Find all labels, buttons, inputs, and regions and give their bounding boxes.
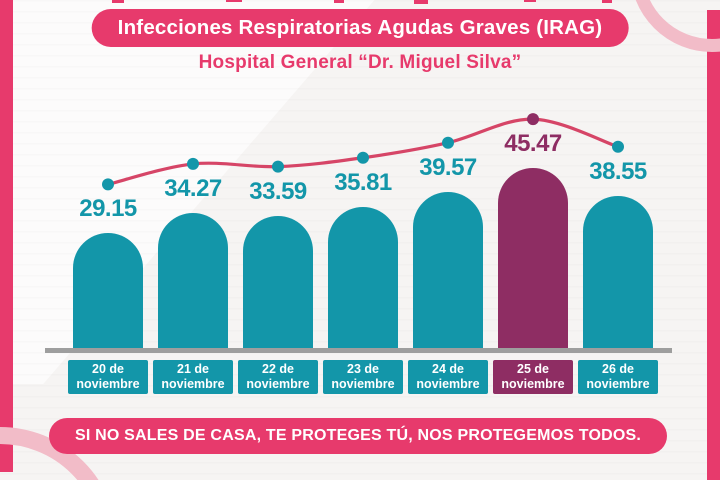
- trend-point-marker: [527, 113, 539, 126]
- chart-bar-23-de: [328, 206, 398, 352]
- tick-day: 20 de: [92, 362, 124, 376]
- tick-month: noviembre: [246, 377, 310, 391]
- bar-value-label: 34.27: [164, 174, 222, 202]
- bar-value-label: 38.55: [589, 157, 647, 185]
- page-subtitle: Hospital General “Dr. Miguel Silva”: [198, 52, 522, 73]
- tick-month: noviembre: [416, 377, 480, 391]
- bar-value-label: 39.57: [419, 153, 477, 181]
- chart-bar-26-de: [583, 195, 653, 352]
- x-axis-tick-label: 23 de noviembre: [323, 360, 403, 394]
- right-edge-bar: [707, 10, 720, 480]
- top-edge-fragment: [602, 0, 612, 3]
- chart-bar-22-de: [243, 215, 313, 352]
- top-edge-fragment: [226, 0, 242, 2]
- page-title: Infecciones Respiratorias Agudas Graves …: [91, 9, 629, 47]
- chart-bar-21-de: [158, 212, 228, 352]
- bar-value-label: 33.59: [249, 177, 307, 205]
- tick-month: noviembre: [586, 377, 650, 391]
- top-edge-fragment: [112, 0, 124, 3]
- top-edge-fragment: [414, 0, 428, 4]
- bar-value-label: 45.47: [504, 130, 562, 158]
- trend-point-marker: [187, 157, 199, 170]
- campaign-banner: SI NO SALES DE CASA, TE PROTEGES TÚ, NOS…: [49, 418, 667, 454]
- chart-bar-25-de: [498, 168, 568, 352]
- tick-day: 26 de: [602, 362, 634, 376]
- bar-value-label: 35.81: [334, 168, 392, 196]
- chart-bar-24-de: [413, 191, 483, 352]
- x-axis-tick-label: 20 de noviembre: [68, 360, 148, 394]
- bar-value-label: 29.15: [79, 195, 137, 223]
- tick-day: 21 de: [177, 362, 209, 376]
- trend-point-marker: [102, 178, 114, 191]
- trend-point-marker: [612, 140, 624, 153]
- tick-day: 25 de: [517, 362, 549, 376]
- x-axis-baseline: [45, 348, 672, 353]
- x-axis-tick-label: 25 de noviembre: [493, 360, 573, 394]
- left-edge-bar: [0, 0, 13, 472]
- tick-day: 23 de: [347, 362, 379, 376]
- tick-month: noviembre: [331, 377, 395, 391]
- tick-month: noviembre: [161, 377, 225, 391]
- x-axis-tick-label: 22 de noviembre: [238, 360, 318, 394]
- tick-month: noviembre: [76, 377, 140, 391]
- x-axis-tick-label: 24 de noviembre: [408, 360, 488, 394]
- x-axis-tick-label: 21 de noviembre: [153, 360, 233, 394]
- trend-point-marker: [357, 151, 369, 164]
- top-edge-fragment: [524, 0, 536, 2]
- tick-day: 24 de: [432, 362, 464, 376]
- trend-point-marker: [442, 136, 454, 149]
- tick-month: noviembre: [501, 377, 565, 391]
- chart-bar-20-de: [73, 233, 143, 352]
- x-axis-tick-label: 26 de noviembre: [578, 360, 658, 394]
- trend-point-marker: [272, 160, 284, 173]
- top-edge-fragment: [334, 0, 344, 3]
- tick-day: 22 de: [262, 362, 294, 376]
